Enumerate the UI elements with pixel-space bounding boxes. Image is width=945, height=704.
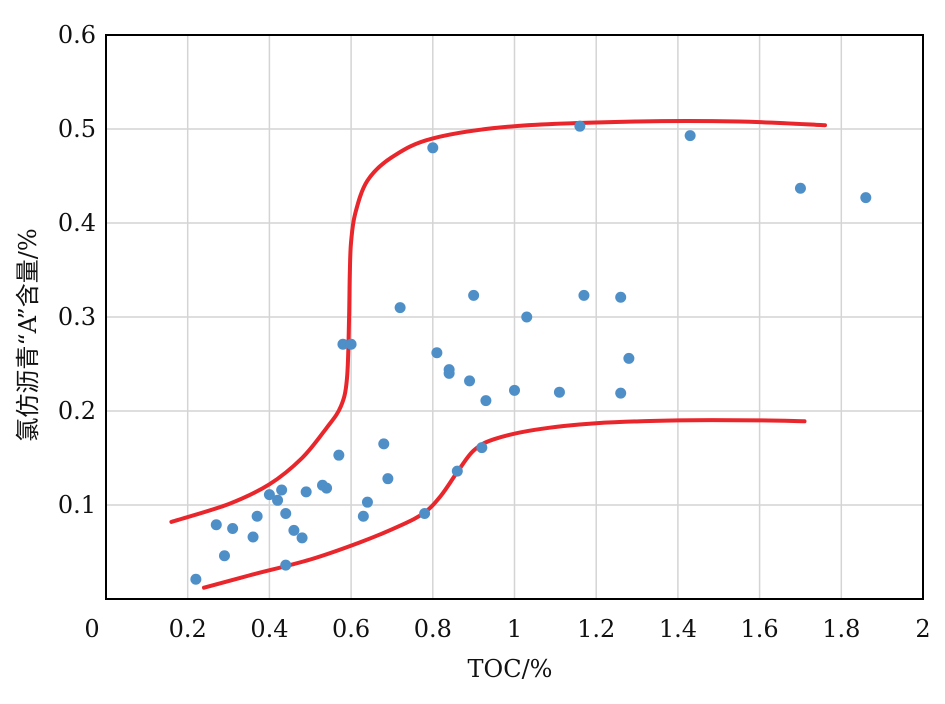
x-tick-label: 1 xyxy=(507,615,522,643)
data-point xyxy=(451,465,463,477)
data-point xyxy=(280,507,292,519)
data-point xyxy=(251,510,263,522)
y-tick-label: 0.1 xyxy=(58,491,96,519)
x-tick-labels: 0 0.2 0.4 0.6 0.8 1 1.2 1.4 1.6 1.8 2 xyxy=(84,615,930,643)
grid-lines xyxy=(106,35,923,599)
data-point xyxy=(321,482,333,494)
data-point xyxy=(468,289,480,301)
data-point xyxy=(464,375,476,387)
data-point xyxy=(574,120,586,132)
y-tick-label: 0.4 xyxy=(58,209,96,237)
y-tick-label: 0.3 xyxy=(58,303,96,331)
x-tick-label: 0.6 xyxy=(332,615,370,643)
x-axis-label: TOC/% xyxy=(468,655,553,683)
data-point xyxy=(218,550,230,562)
data-point xyxy=(553,386,565,398)
data-point xyxy=(190,573,202,585)
data-point xyxy=(476,442,488,454)
x-tick-label: 2 xyxy=(915,615,930,643)
data-point xyxy=(419,507,431,519)
y-axis-label: 氯仿沥青“A”含量/% xyxy=(14,228,42,441)
x-tick-label: 1.6 xyxy=(741,615,779,643)
x-tick-label: 1.8 xyxy=(822,615,860,643)
data-point xyxy=(394,302,406,314)
x-tick-label: 1.2 xyxy=(577,615,615,643)
data-point xyxy=(276,484,288,496)
data-point xyxy=(443,367,455,379)
data-point xyxy=(509,384,520,396)
upper-envelope-curve xyxy=(169,118,827,524)
data-point xyxy=(280,559,292,571)
lower-envelope-curve xyxy=(202,418,807,590)
data-point xyxy=(427,142,439,154)
data-point xyxy=(378,438,390,450)
data-point xyxy=(345,338,357,350)
data-points xyxy=(190,120,872,585)
data-point xyxy=(272,494,284,506)
data-point xyxy=(480,395,492,407)
data-point xyxy=(794,182,806,194)
x-tick-label: 0.8 xyxy=(414,615,452,643)
data-point xyxy=(337,338,349,350)
data-point xyxy=(615,291,627,303)
data-point xyxy=(431,347,443,359)
data-point xyxy=(623,352,635,364)
y-tick-label: 0.6 xyxy=(58,21,96,49)
data-point xyxy=(357,510,369,522)
data-point xyxy=(296,532,308,544)
x-tick-label: 1.4 xyxy=(659,615,697,643)
data-point xyxy=(288,524,300,536)
y-tick-label: 0.5 xyxy=(58,115,96,143)
data-point xyxy=(227,523,239,534)
data-point xyxy=(684,130,696,142)
data-point xyxy=(860,192,872,204)
plot-frame xyxy=(105,34,924,600)
x-tick-label: 0.4 xyxy=(250,615,288,643)
x-tick-label: 0 xyxy=(84,615,99,643)
x-tick-label: 0.2 xyxy=(169,615,207,643)
data-point xyxy=(615,387,627,399)
data-point xyxy=(382,473,394,485)
data-point xyxy=(521,311,533,323)
data-point xyxy=(247,531,259,543)
data-point xyxy=(210,519,222,531)
data-point xyxy=(578,289,590,301)
data-point xyxy=(300,486,312,498)
data-point xyxy=(361,496,373,508)
y-tick-label: 0.2 xyxy=(58,397,96,425)
y-tick-labels: 0.1 0.2 0.3 0.4 0.5 0.6 xyxy=(58,21,96,519)
data-point xyxy=(333,449,345,461)
data-point xyxy=(263,489,275,501)
